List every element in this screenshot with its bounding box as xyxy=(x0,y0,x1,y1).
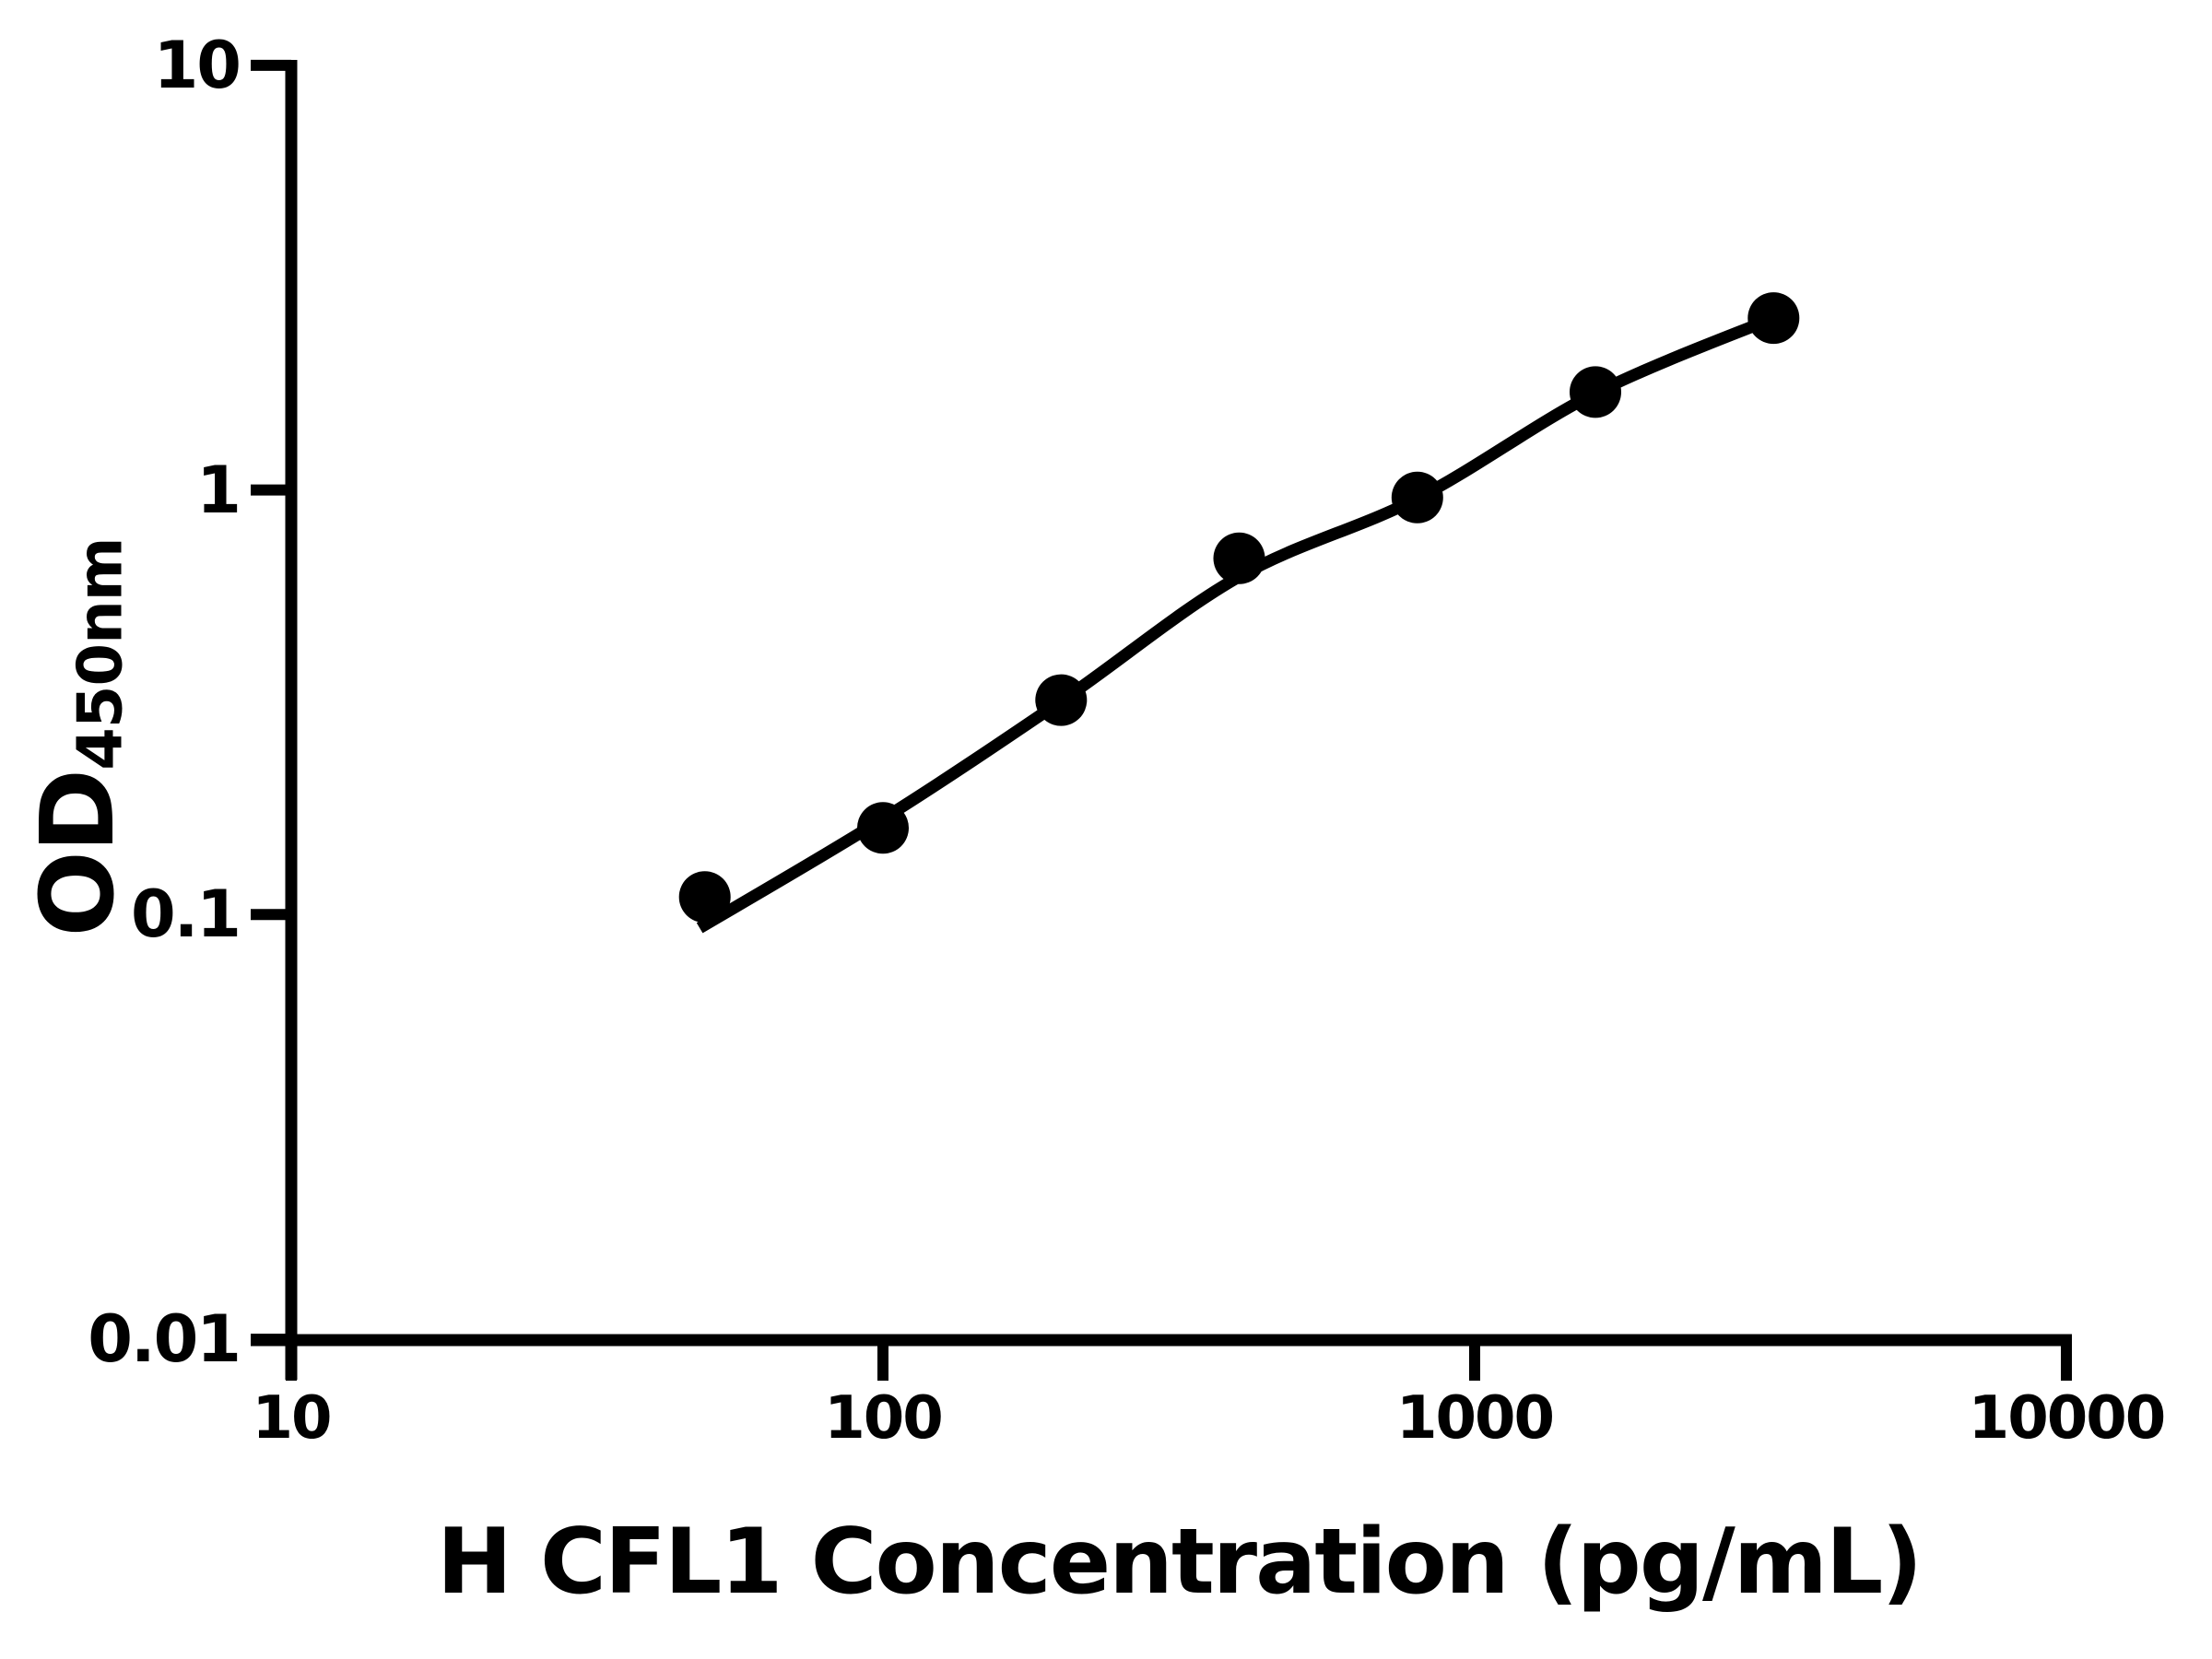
y-tick-label: 0.1 xyxy=(130,877,241,953)
data-point-dot xyxy=(1035,674,1088,726)
data-point-dot xyxy=(1391,471,1443,524)
y-tick-label: 1 xyxy=(196,452,241,528)
y-axis-title-main: OD xyxy=(18,770,136,937)
data-points xyxy=(678,292,1800,924)
x-axis-title: H CFL1 Concentration (pg/mL) xyxy=(436,1510,1923,1615)
y-axis-title-sub: 450nm xyxy=(64,537,136,771)
x-tick-label: 1000 xyxy=(1395,1384,1555,1453)
x-tick-label: 10000 xyxy=(1968,1384,2167,1453)
data-point-dot xyxy=(1213,532,1265,584)
y-tick-label: 10 xyxy=(153,27,241,103)
data-point-dot xyxy=(678,871,731,924)
x-ticks xyxy=(286,1340,2072,1381)
data-point-dot xyxy=(1570,366,1621,418)
x-tick-label: 10 xyxy=(252,1384,332,1453)
y-ticks xyxy=(251,59,291,1345)
y-axis-title: OD450nm xyxy=(18,537,136,936)
data-point-dot xyxy=(1747,292,1800,345)
axes xyxy=(251,59,2072,1381)
y-tick-label: 0.01 xyxy=(88,1301,241,1377)
x-tick-label: 100 xyxy=(824,1384,944,1453)
data-point-dot xyxy=(857,802,909,854)
